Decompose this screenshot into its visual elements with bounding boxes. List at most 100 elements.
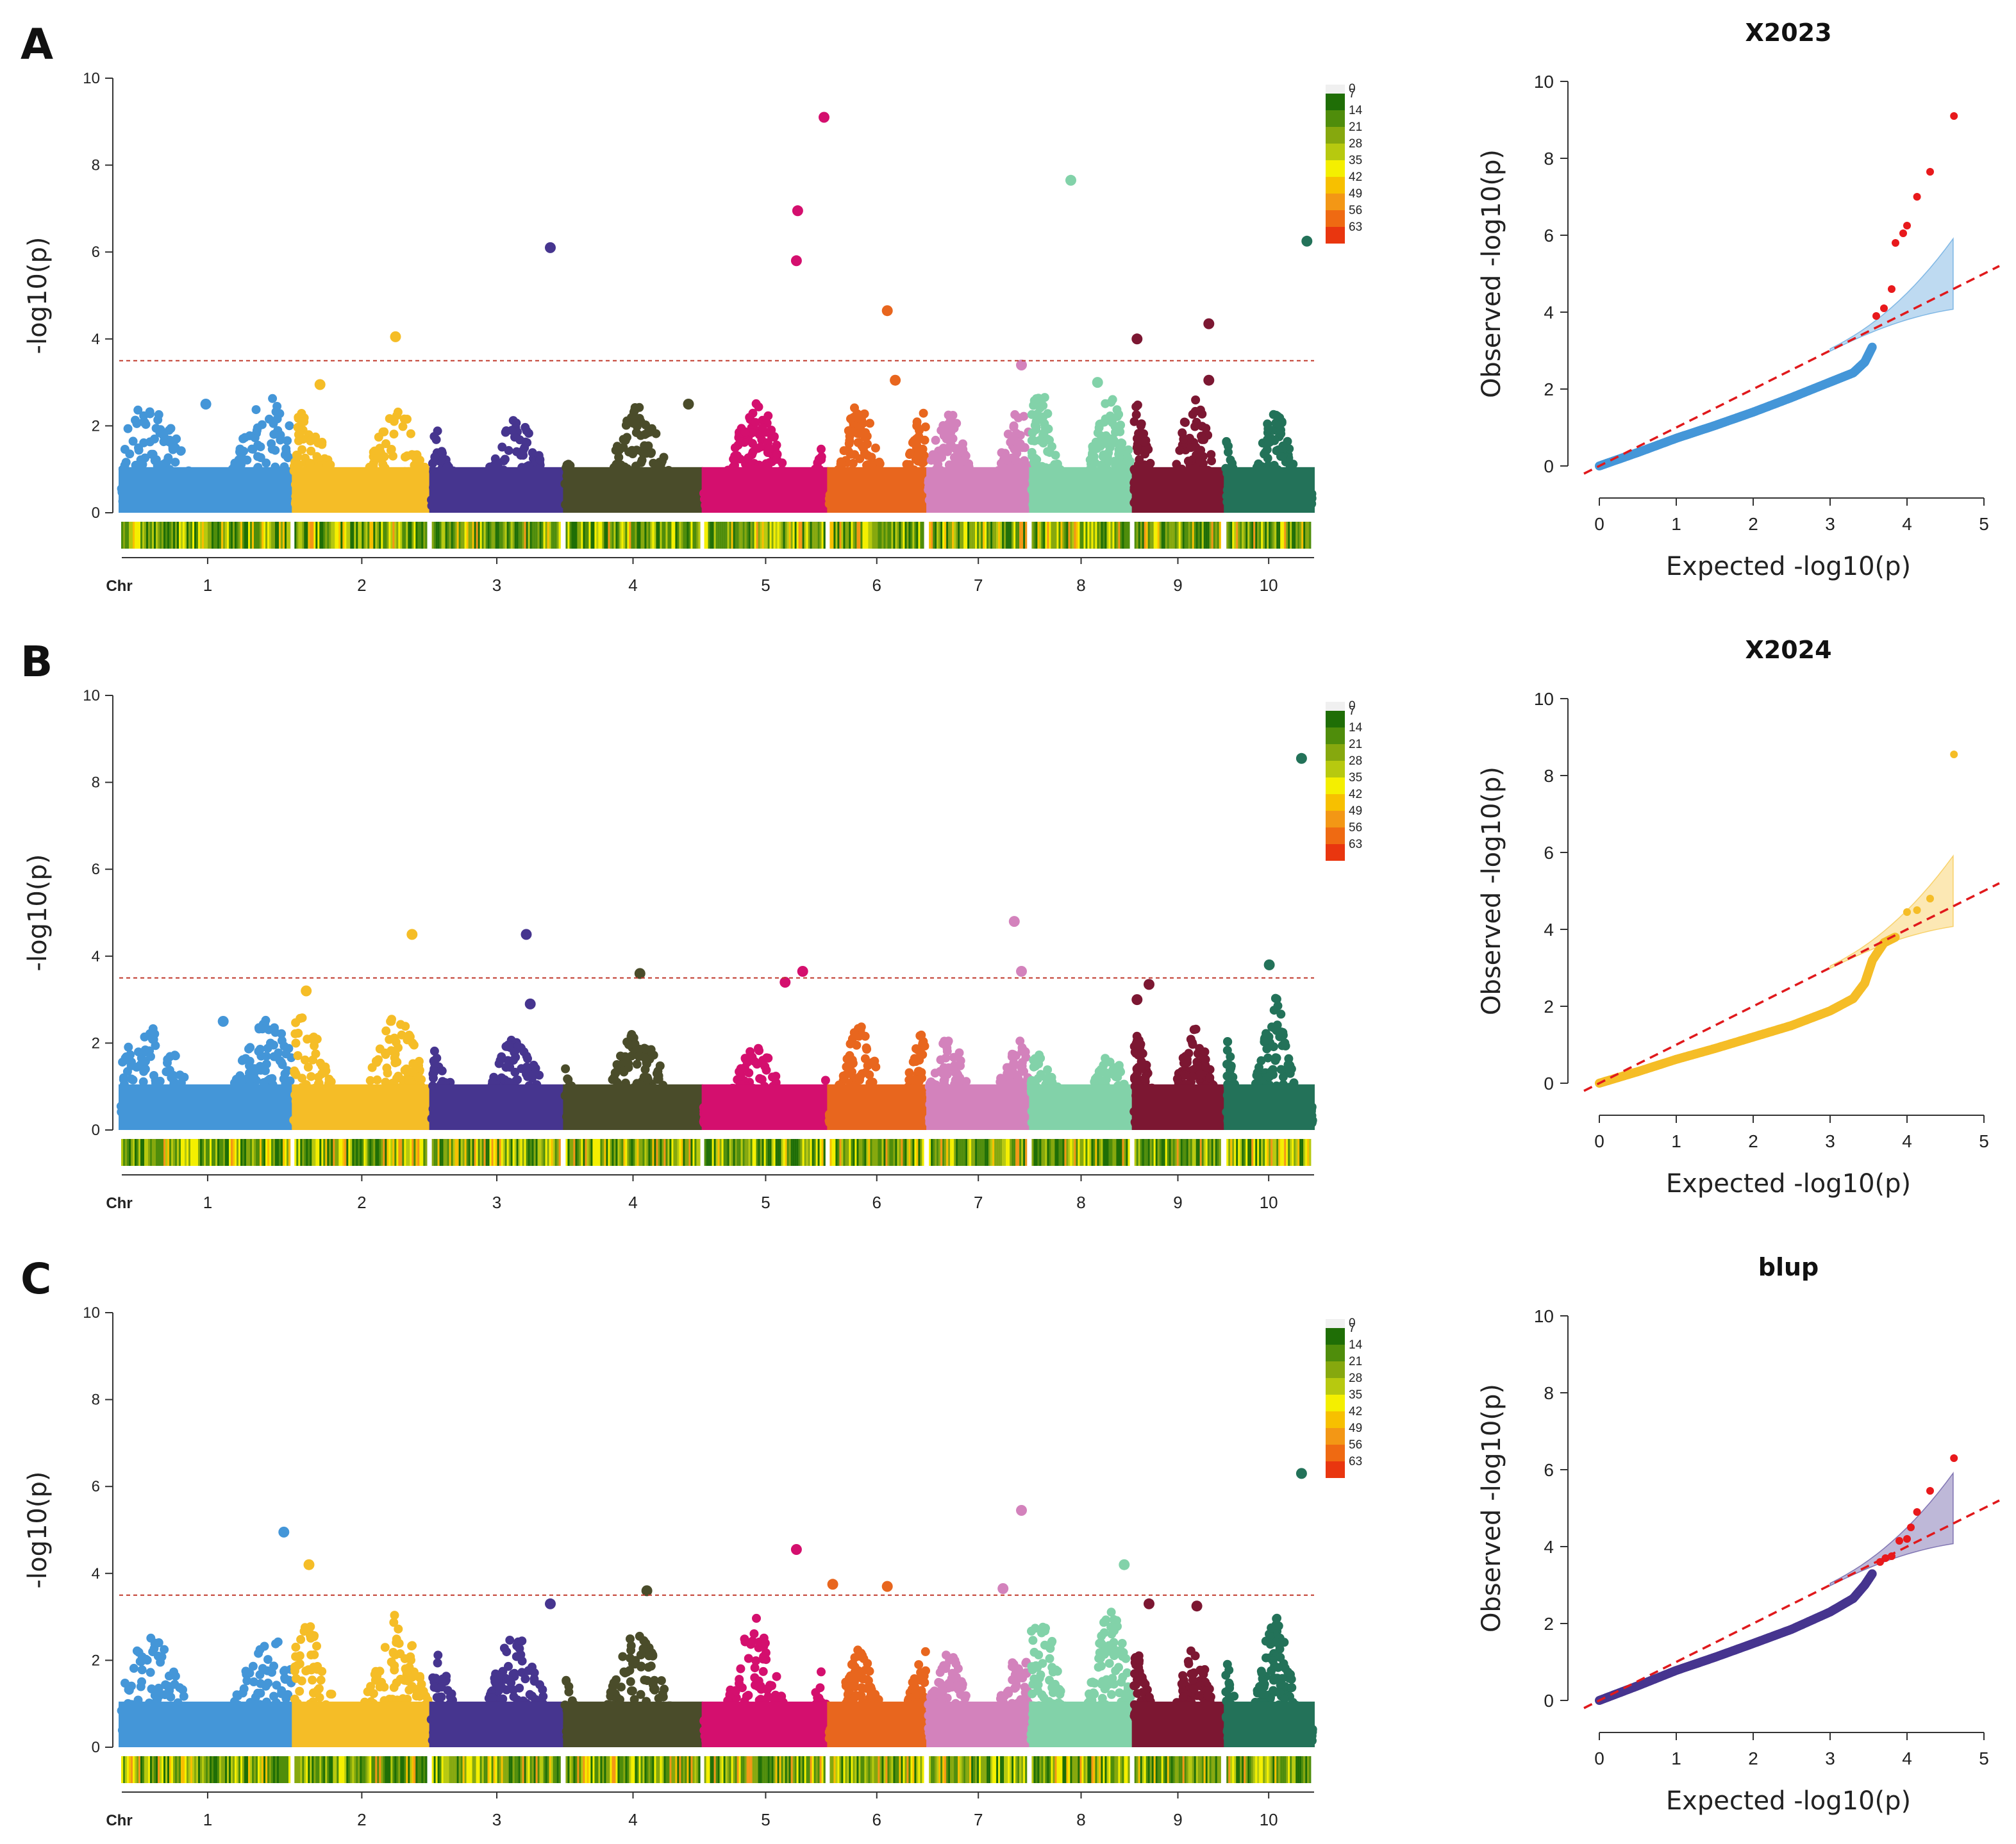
density-bin xyxy=(410,522,412,549)
snp-point xyxy=(493,460,503,469)
density-bin xyxy=(327,522,329,549)
density-bin xyxy=(287,522,289,549)
density-bin xyxy=(615,522,618,549)
density-bin xyxy=(687,522,689,549)
snp-point xyxy=(267,439,276,449)
density-bin xyxy=(135,522,137,549)
snp-point xyxy=(437,447,447,456)
density-bin xyxy=(988,522,991,549)
density-bin xyxy=(787,522,789,549)
snp-point xyxy=(146,1052,155,1061)
density-bin xyxy=(729,522,731,549)
snp-point xyxy=(999,454,1008,464)
density-bin xyxy=(390,522,393,549)
density-bin xyxy=(262,522,264,549)
density-bin xyxy=(681,522,683,549)
density-bin xyxy=(885,522,888,549)
snp-point xyxy=(1191,395,1201,404)
density-bin xyxy=(662,522,664,549)
density-bin xyxy=(185,522,187,549)
significant-snp-point xyxy=(1065,174,1076,186)
density-bin xyxy=(385,522,387,549)
density-bin xyxy=(1060,522,1063,549)
density-bin xyxy=(1299,522,1302,549)
snp-point xyxy=(920,435,929,445)
density-bin xyxy=(315,522,318,549)
density-bin xyxy=(1278,522,1281,549)
density-bin xyxy=(237,522,239,549)
density-bin xyxy=(956,522,958,549)
density-bin xyxy=(715,522,718,549)
density-bin xyxy=(1284,522,1287,549)
snp-point xyxy=(171,458,180,467)
density-bin xyxy=(821,522,824,549)
density-bin xyxy=(235,522,237,549)
density-bin xyxy=(1242,522,1244,549)
density-bin xyxy=(773,522,776,549)
density-bin xyxy=(587,522,589,549)
density-bin xyxy=(169,522,172,549)
snp-point xyxy=(1110,456,1119,466)
density-bin xyxy=(125,522,128,549)
snp-point xyxy=(1010,410,1020,419)
snp-point xyxy=(926,456,936,465)
snp-point xyxy=(867,453,876,462)
density-bin xyxy=(979,522,981,549)
density-bin xyxy=(610,522,612,549)
density-bin xyxy=(1280,522,1283,549)
snp-point xyxy=(535,455,545,465)
density-bin xyxy=(413,522,416,549)
density-bin xyxy=(1186,522,1188,549)
density-bin xyxy=(1238,522,1240,549)
density-bin xyxy=(121,522,124,549)
snp-point xyxy=(415,456,424,466)
density-bin xyxy=(903,522,905,549)
snp-point xyxy=(1104,435,1114,444)
density-bin xyxy=(1112,522,1115,549)
density-bin xyxy=(365,522,368,549)
density-bin xyxy=(350,522,353,549)
density-bin xyxy=(883,522,886,549)
snp-point xyxy=(245,1061,254,1070)
y-tick-label: 8 xyxy=(92,157,100,174)
density-bin xyxy=(285,522,287,549)
density-bin xyxy=(549,522,551,549)
density-bin xyxy=(512,522,515,549)
density-bin xyxy=(733,522,735,549)
snp-point xyxy=(744,453,753,463)
density-bin xyxy=(481,522,484,549)
density-bin xyxy=(1149,522,1152,549)
density-bin xyxy=(543,522,546,549)
density-bin xyxy=(487,522,490,549)
density-bin xyxy=(179,522,181,549)
density-bin xyxy=(252,522,254,549)
density-bin xyxy=(625,522,628,549)
density-bin xyxy=(269,522,272,549)
snp-point xyxy=(159,431,169,441)
density-bin xyxy=(425,522,428,549)
snp-point xyxy=(764,444,774,453)
y-tick-label: 2 xyxy=(92,1034,100,1052)
snp-point xyxy=(510,1047,519,1057)
density-bin xyxy=(194,522,197,549)
density-bin xyxy=(338,522,341,549)
snp-point xyxy=(871,444,880,453)
snp-point xyxy=(1112,405,1122,415)
snp-point xyxy=(1196,445,1206,455)
density-bin xyxy=(565,522,568,549)
density-bin xyxy=(1207,522,1210,549)
snp-point xyxy=(274,1048,283,1058)
density-bin xyxy=(864,522,867,549)
density-bin xyxy=(1099,522,1101,549)
density-bin xyxy=(198,522,201,549)
chr-label: 6 xyxy=(872,576,881,595)
legend-swatch xyxy=(1326,127,1345,144)
snp-point xyxy=(1043,409,1053,419)
density-bin xyxy=(483,522,486,549)
density-bin xyxy=(644,522,647,549)
density-bin xyxy=(1108,522,1111,549)
density-bin xyxy=(721,522,724,549)
density-strip-chr-9 xyxy=(1134,522,1221,549)
density-bin xyxy=(658,522,660,549)
